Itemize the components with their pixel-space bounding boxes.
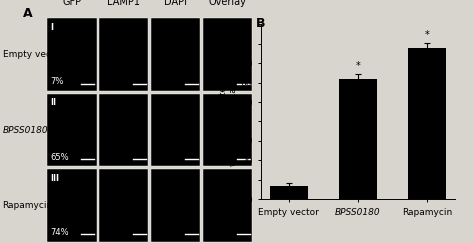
FancyBboxPatch shape	[203, 94, 252, 166]
FancyBboxPatch shape	[47, 18, 97, 91]
FancyBboxPatch shape	[47, 94, 97, 166]
Y-axis label: Percent transfected cells
with LAMP1 colocalization: Percent transfected cells with LAMP1 col…	[219, 57, 238, 166]
Text: Overlay: Overlay	[209, 0, 246, 7]
Text: BPSS0180: BPSS0180	[2, 125, 48, 135]
FancyBboxPatch shape	[151, 18, 201, 91]
Text: LAMP1: LAMP1	[107, 0, 140, 7]
Bar	[339, 79, 377, 199]
FancyBboxPatch shape	[47, 169, 97, 242]
Text: Empty vector: Empty vector	[2, 50, 64, 59]
Text: Rapamycin: Rapamycin	[2, 201, 53, 210]
Text: DAPI: DAPI	[164, 0, 187, 7]
Text: A: A	[23, 7, 33, 20]
FancyBboxPatch shape	[151, 169, 201, 242]
FancyBboxPatch shape	[151, 94, 201, 166]
Text: 74%: 74%	[50, 228, 69, 237]
Bar	[408, 48, 446, 199]
FancyBboxPatch shape	[203, 18, 252, 91]
Text: 65%: 65%	[50, 153, 69, 162]
FancyBboxPatch shape	[99, 169, 148, 242]
Text: III: III	[50, 174, 59, 183]
FancyBboxPatch shape	[99, 18, 148, 91]
Text: GFP: GFP	[63, 0, 82, 7]
Bar	[270, 186, 308, 199]
Text: *: *	[356, 61, 360, 71]
Text: I: I	[50, 23, 53, 32]
Text: B: B	[256, 17, 265, 30]
FancyBboxPatch shape	[203, 169, 252, 242]
Text: *: *	[425, 30, 429, 40]
Text: 7%: 7%	[50, 77, 64, 86]
FancyBboxPatch shape	[99, 94, 148, 166]
Text: II: II	[50, 98, 56, 107]
